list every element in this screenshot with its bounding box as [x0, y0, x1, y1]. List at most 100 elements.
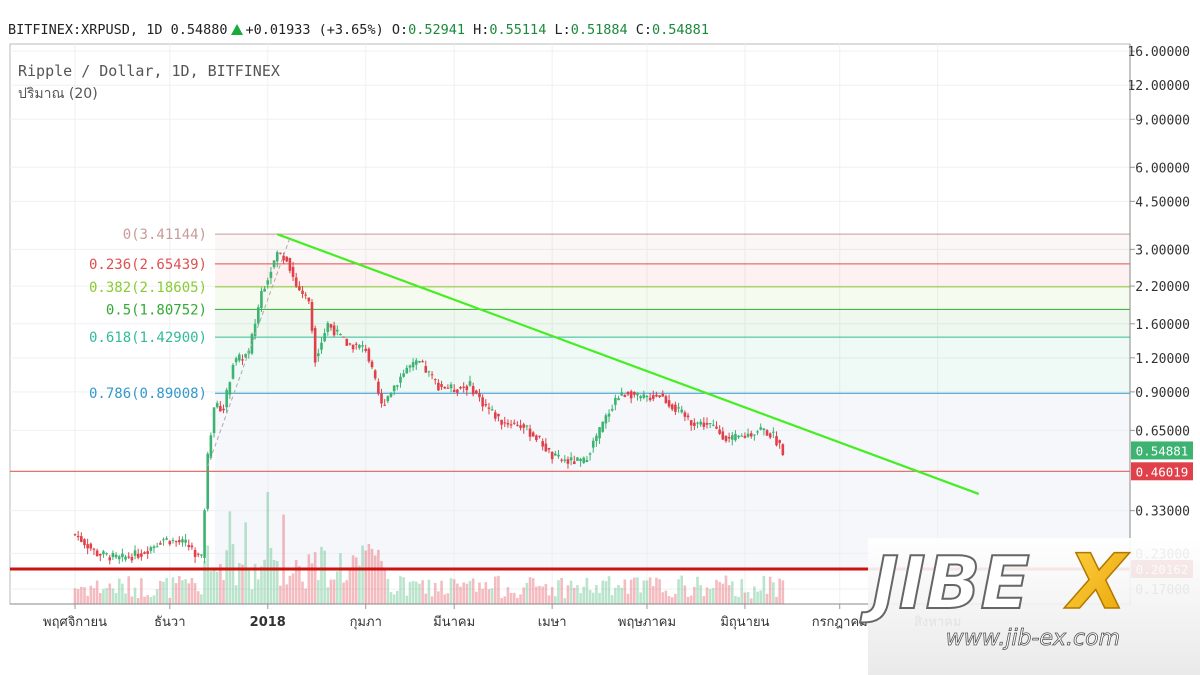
volume-bar — [503, 596, 507, 604]
volume-bar — [680, 575, 684, 604]
volume-bar — [168, 597, 172, 604]
volume-bar — [768, 576, 772, 604]
volume-bar — [759, 590, 763, 604]
volume-bar — [781, 580, 785, 604]
volume-bar — [219, 564, 222, 604]
volume-bar — [749, 598, 753, 604]
candle-body — [512, 422, 516, 424]
candle-body — [582, 457, 586, 464]
candle-body — [307, 297, 311, 302]
candle-body — [196, 553, 200, 555]
volume-bar — [756, 591, 759, 604]
candle-body — [636, 392, 639, 396]
volume-bar — [380, 561, 383, 604]
volume-bar — [658, 579, 661, 604]
candle-body — [269, 271, 273, 279]
volume-bar — [272, 559, 276, 604]
candle-body — [462, 386, 465, 388]
candle-body — [80, 536, 83, 542]
volume-bar — [124, 593, 127, 604]
volume-bar — [421, 580, 424, 604]
price-chart[interactable]: 0(3.41144) 0.236(2.65439) 0.382(2.18605) 0.… — [0, 40, 1200, 675]
fibonacci-retracement: 0(3.41144) 0.236(2.65439) 0.382(2.18605) 0.… — [89, 227, 1130, 570]
candle-body — [335, 329, 339, 332]
volume-bar — [133, 587, 137, 604]
volume-bar — [152, 595, 156, 604]
candle-body — [550, 451, 554, 460]
volume-bar — [708, 588, 712, 604]
volume-bar — [626, 593, 630, 604]
candle-body — [557, 454, 560, 457]
chart-title: Ripple / Dollar, 1D, BITFINEX — [18, 62, 280, 80]
candle-body — [200, 554, 203, 556]
candle-body — [317, 353, 320, 357]
close-label: C: — [635, 22, 653, 38]
fib-level-label: 0.786(0.89008) — [89, 386, 207, 402]
volume-bar — [462, 582, 465, 604]
candle-body — [693, 422, 696, 426]
x-tick-label: พฤษภาคม — [618, 615, 676, 630]
volume-bar — [244, 522, 247, 604]
candle-body — [655, 394, 658, 397]
candle-body — [291, 266, 295, 277]
volume-bar — [411, 581, 415, 604]
candle-body — [184, 539, 187, 543]
x-tick-label: กุมภา — [350, 615, 382, 630]
symbol-info-bar: BITFINEX:XRPUSD, 1D 0.54880 +0.01933 (+3.… — [0, 0, 1200, 40]
candle-body — [149, 547, 153, 551]
candle-body — [266, 280, 270, 285]
volume-bar — [595, 584, 598, 604]
x-tick-label: 2018 — [250, 615, 286, 630]
volume-bar — [108, 583, 112, 604]
volume-bar — [528, 577, 532, 604]
candle-body — [595, 435, 598, 442]
candle-body — [645, 395, 649, 398]
volume-bar — [446, 593, 450, 604]
fib-zone-band — [215, 337, 1130, 394]
volume-bar — [493, 576, 497, 604]
volume-bar — [247, 569, 251, 604]
volume-bar — [762, 575, 766, 604]
volume-bar — [636, 577, 639, 604]
volume-bar — [614, 587, 617, 604]
candle-body — [538, 435, 541, 437]
volume-bar — [260, 566, 263, 604]
candle-body — [418, 360, 421, 363]
volume-bar — [705, 587, 709, 604]
volume-bar — [642, 580, 646, 604]
candle-body — [664, 396, 668, 404]
volume-bar — [576, 585, 579, 604]
interval-label[interactable]: 1D — [146, 22, 163, 38]
volume-bar — [648, 577, 652, 604]
candle-body — [560, 459, 563, 461]
volume-bar — [140, 578, 143, 604]
candle-body — [108, 557, 112, 561]
low-label: L: — [554, 22, 571, 38]
candle-body — [285, 256, 289, 262]
volume-bar — [538, 585, 541, 604]
symbol-label[interactable]: BITFINEX:XRPUSD, — [8, 22, 139, 38]
candle-body — [117, 556, 121, 560]
candle-body — [339, 333, 342, 336]
time-axis[interactable]: พฤศจิกายน ธันวา 2018 กุมภา มีนาคม เมษา พฤษภาคม… — [10, 603, 1130, 630]
trendline[interactable] — [276, 233, 980, 495]
volume-bar — [775, 596, 778, 604]
candle-body — [544, 443, 548, 452]
volume-bar — [288, 575, 292, 604]
volume-bar — [674, 593, 677, 604]
candle-body — [440, 384, 443, 387]
candle-body — [383, 404, 386, 406]
volume-bar — [718, 581, 721, 604]
candle-body — [569, 457, 573, 461]
candle-body — [367, 348, 371, 362]
volume-bar — [98, 593, 102, 604]
candle-body — [563, 459, 567, 461]
candle-body — [753, 434, 756, 436]
candle-body — [225, 389, 228, 408]
candle-body — [743, 435, 747, 438]
candle-body — [168, 541, 172, 545]
candle-body — [437, 382, 440, 391]
volume-bar — [715, 579, 718, 604]
candle-body — [377, 381, 380, 394]
volume-bar — [424, 593, 428, 604]
